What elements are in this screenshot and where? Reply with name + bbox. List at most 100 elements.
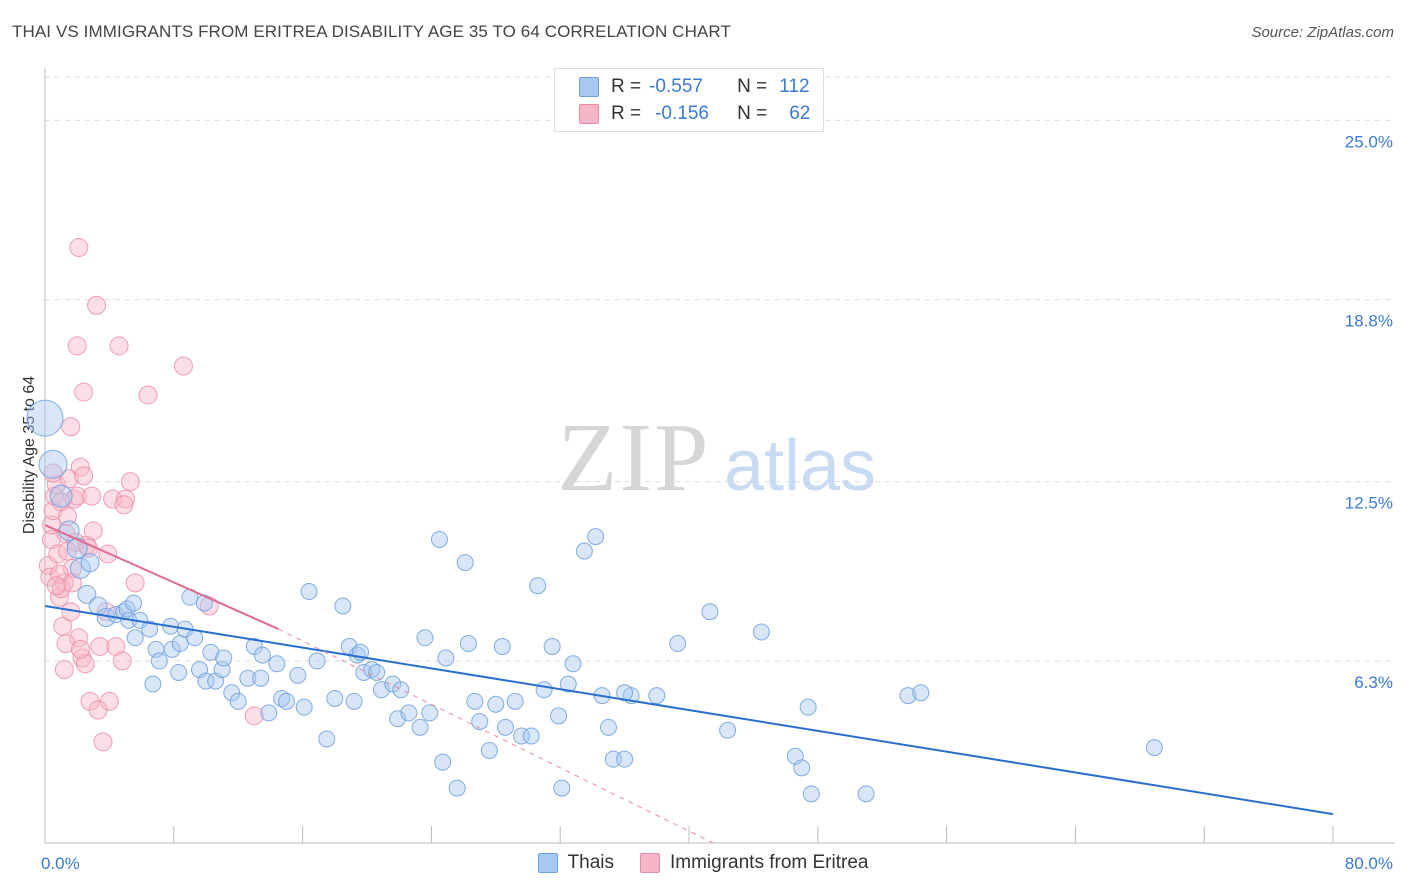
watermark-zip: ZIP [558,404,711,512]
thai-point [69,557,91,579]
thai-point [260,704,278,722]
eritrea-point [109,336,129,356]
thai-point [66,537,88,559]
thai-point [326,689,344,707]
thai-point [38,449,68,479]
legend-item-thais[interactable]: Thais [537,852,614,874]
thai-point [150,652,168,670]
thai-point [456,554,474,572]
axes [44,68,1395,844]
eritrea-point [62,558,82,578]
thai-point [543,637,561,655]
legend-label-eritrea: Immigrants from Eritrea [669,852,869,873]
eritrea-point [67,336,87,356]
eritrea-point [82,486,102,506]
thai-points [26,399,1163,803]
trend-lines [44,524,1334,844]
thai-point [616,750,634,768]
legend-r-label: R = [611,76,642,97]
thai-point [171,635,189,653]
thai-point [389,710,407,728]
thai-point [268,655,286,673]
legend-n-label: N = [737,103,768,124]
thai-point [487,695,505,713]
thai-point [564,655,582,673]
thai-point [513,727,531,745]
thai-point [77,584,97,604]
thai-point [793,759,811,777]
thai-point [1145,739,1163,757]
thai-point [197,672,215,690]
eritrea-points [38,238,264,752]
eritrea-point [74,382,94,402]
thai-point [273,689,291,707]
eritrea-point [120,472,140,492]
thai-point [170,663,188,681]
thai-point [493,637,511,655]
eritrea-point [69,238,89,258]
thai-point [802,785,820,803]
thai-point [295,698,313,716]
thai-point [334,597,352,615]
thai-point [239,669,257,687]
thai-point [437,649,455,667]
thai-point [857,785,875,803]
eritrea-point [173,356,193,376]
thai-point [115,603,133,621]
thai-point [587,528,605,546]
legend-row-thai: R = -0.557 N = 112 [579,75,810,99]
eritrea-swatch [639,853,660,873]
y-tick-label: 6.3% [1354,673,1393,692]
thai-swatch [537,853,558,873]
thai-point [223,684,241,702]
thai-point [300,583,318,601]
thai-point [368,663,386,681]
watermark: ZIP atlas [558,404,877,512]
thai-point [535,681,553,699]
thai-point [434,753,452,771]
legend-label-thais: Thais [567,852,614,873]
legend-r-value: -0.557 [649,76,703,97]
chart-title: THAI VS IMMIGRANTS FROM ERITREA DISABILI… [12,22,731,41]
thai-point [600,718,617,736]
x-tick-label: 0.0% [41,854,80,873]
eritrea-point [93,732,113,752]
thai-point [522,727,540,745]
eritrea-point [56,634,76,654]
legend-r-value: -0.156 [655,103,709,124]
thai-point [701,603,719,621]
thai-point [912,684,930,702]
thai-point [471,713,489,731]
legend-item-eritrea[interactable]: Immigrants from Eritrea [639,852,869,874]
series-legend: Thais Immigrants from Eritrea [0,852,1406,874]
thai-point [363,661,381,679]
thai-point [616,684,634,702]
thai-point [416,629,434,647]
thai-point [215,649,233,667]
thai-point [252,669,270,687]
thai-point [144,675,162,693]
eritrea-point [106,636,126,656]
tick-labels: 6.3% 12.5% 18.8% 25.0% 0.0% 80.0% [41,132,1393,873]
thai-point [308,652,326,670]
thai-point [559,675,577,693]
eritrea-swatch [579,104,599,124]
eritrea-point [61,417,81,437]
thai-point [550,707,568,725]
thai-point [26,399,64,437]
source-label: Source: ZipAtlas.com [1251,24,1394,41]
thai-point [392,681,410,699]
thai-point [278,692,295,710]
eritrea-point [90,636,110,656]
eritrea-trend-extension [278,628,714,844]
thai-point [421,704,439,722]
thai-point [411,718,429,736]
thai-point [430,530,448,548]
eritrea-point [46,576,66,596]
thai-point [466,692,484,710]
thai-point [899,687,917,705]
eritrea-point [87,295,107,315]
legend-n-value: 62 [789,103,811,124]
thai-point [229,692,247,710]
